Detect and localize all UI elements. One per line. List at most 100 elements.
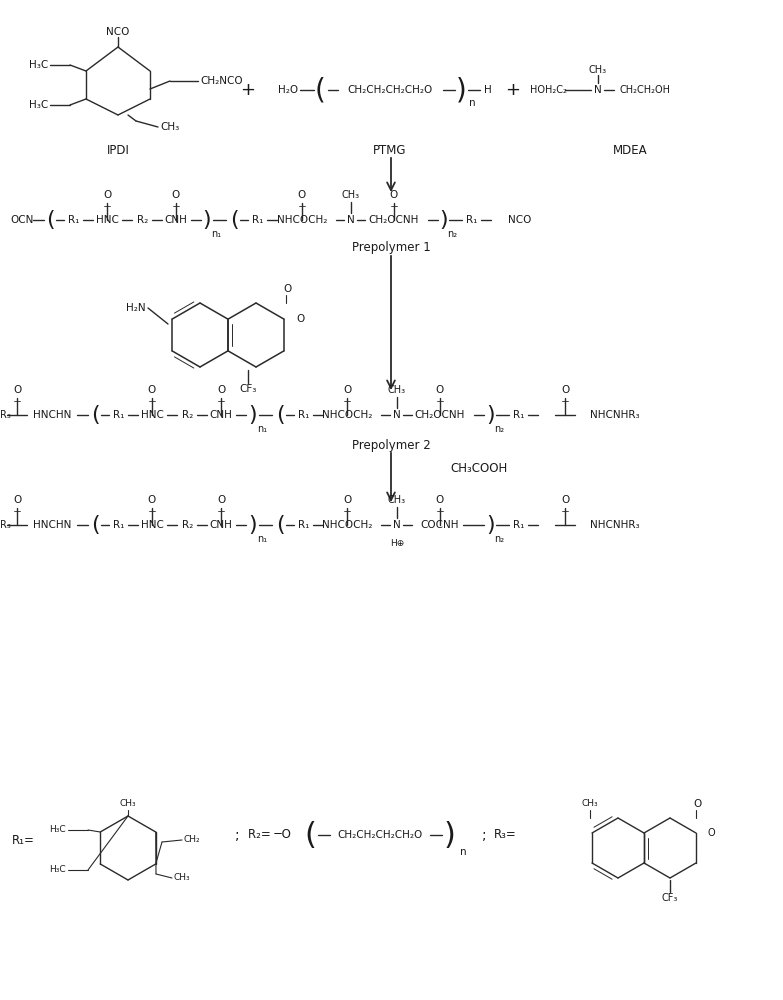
Text: NHCOCH₂: NHCOCH₂ <box>322 520 372 530</box>
Text: n₂: n₂ <box>494 534 504 544</box>
Text: Prepolymer 1: Prepolymer 1 <box>352 241 431 254</box>
Text: CH₃: CH₃ <box>160 122 179 132</box>
Text: O: O <box>172 190 180 200</box>
Text: R₁: R₁ <box>298 520 310 530</box>
Text: n₁: n₁ <box>257 534 267 544</box>
Text: CNH: CNH <box>210 520 233 530</box>
Text: N: N <box>347 215 355 225</box>
Text: +: + <box>506 81 521 99</box>
Text: R₁: R₁ <box>467 215 478 225</box>
Text: O: O <box>561 385 569 395</box>
Text: O: O <box>13 495 21 505</box>
Text: O: O <box>436 495 444 505</box>
Text: O: O <box>103 190 111 200</box>
Text: CNH: CNH <box>210 410 233 420</box>
Text: ;: ; <box>235 828 240 842</box>
Text: OCN: OCN <box>10 215 34 225</box>
Text: HNC: HNC <box>141 410 164 420</box>
Text: O: O <box>13 385 21 395</box>
Text: N: N <box>393 520 401 530</box>
Text: ;: ; <box>482 828 486 842</box>
Text: CH₂: CH₂ <box>184 836 200 844</box>
Text: n₁: n₁ <box>257 424 267 434</box>
Text: HNC: HNC <box>141 520 164 530</box>
Text: HOH₂C₂: HOH₂C₂ <box>530 85 567 95</box>
Text: ): ) <box>203 210 211 230</box>
Text: O: O <box>708 828 716 838</box>
Text: O: O <box>436 385 444 395</box>
Text: R₃: R₃ <box>0 410 11 420</box>
Text: CH₂CH₂CH₂CH₂O: CH₂CH₂CH₂CH₂O <box>348 85 433 95</box>
Text: HNCHN: HNCHN <box>33 520 71 530</box>
Text: N: N <box>594 85 602 95</box>
Text: PTMG: PTMG <box>373 143 406 156</box>
Text: R₃=: R₃= <box>494 828 517 842</box>
Text: H₃C: H₃C <box>49 826 66 834</box>
Text: n₁: n₁ <box>211 229 221 239</box>
Text: HNCHN: HNCHN <box>33 410 71 420</box>
Text: (: ( <box>276 515 284 535</box>
Text: COCNH: COCNH <box>420 520 460 530</box>
Text: H₂N: H₂N <box>126 303 146 313</box>
Text: CH₃: CH₃ <box>342 190 360 200</box>
Text: (: ( <box>45 210 54 230</box>
Text: R₃: R₃ <box>0 520 11 530</box>
Text: NHCOCH₂: NHCOCH₂ <box>322 410 372 420</box>
Text: +: + <box>240 81 255 99</box>
Text: O: O <box>694 799 702 809</box>
Text: H₂O: H₂O <box>278 85 298 95</box>
Text: R₁: R₁ <box>514 520 525 530</box>
Text: ): ) <box>487 405 496 425</box>
Text: ): ) <box>440 210 449 230</box>
Text: R₁: R₁ <box>68 215 80 225</box>
Text: (: ( <box>276 405 284 425</box>
Text: (: ( <box>229 210 238 230</box>
Text: CH₂OCNH: CH₂OCNH <box>415 410 465 420</box>
Text: IPDI: IPDI <box>106 143 129 156</box>
Text: n₂: n₂ <box>447 229 457 239</box>
Text: H₃C: H₃C <box>29 60 48 70</box>
Text: O: O <box>284 284 292 294</box>
Text: O: O <box>148 495 156 505</box>
Text: O: O <box>343 385 351 395</box>
Text: (: ( <box>91 405 99 425</box>
Text: ): ) <box>249 515 258 535</box>
Text: R₁: R₁ <box>114 520 124 530</box>
Text: CF₃: CF₃ <box>662 893 678 903</box>
Text: ): ) <box>444 820 456 850</box>
Text: NHCOCH₂: NHCOCH₂ <box>277 215 327 225</box>
Text: (: ( <box>91 515 99 535</box>
Text: R₂: R₂ <box>137 215 149 225</box>
Text: CH₃: CH₃ <box>589 65 607 75</box>
Text: H₃C: H₃C <box>29 100 48 110</box>
Text: n: n <box>460 847 467 857</box>
Text: CF₃: CF₃ <box>240 384 257 394</box>
Text: CH₂NCO: CH₂NCO <box>200 76 243 86</box>
Text: MDEA: MDEA <box>612 143 648 156</box>
Text: CH₂CH₂CH₂CH₂O: CH₂CH₂CH₂CH₂O <box>337 830 423 840</box>
Text: R₂: R₂ <box>182 410 193 420</box>
Text: ): ) <box>456 76 467 104</box>
Text: O: O <box>217 495 226 505</box>
Text: O: O <box>390 190 398 200</box>
Text: R₁: R₁ <box>252 215 264 225</box>
Text: H₃C: H₃C <box>49 865 66 874</box>
Text: CNH: CNH <box>164 215 187 225</box>
Text: n₂: n₂ <box>494 424 504 434</box>
Text: CH₃: CH₃ <box>388 495 406 505</box>
Text: R₁: R₁ <box>514 410 525 420</box>
Text: O: O <box>148 385 156 395</box>
Text: (: ( <box>304 820 316 850</box>
Text: n: n <box>469 98 475 108</box>
Text: H⊕: H⊕ <box>390 538 404 548</box>
Text: HNC: HNC <box>96 215 118 225</box>
Text: N: N <box>393 410 401 420</box>
Text: R₁: R₁ <box>114 410 124 420</box>
Text: R₂: R₂ <box>182 520 193 530</box>
Text: CH₃: CH₃ <box>120 800 136 808</box>
Text: CH₂OCNH: CH₂OCNH <box>369 215 419 225</box>
Text: CH₂CH₂OH: CH₂CH₂OH <box>620 85 671 95</box>
Text: R₂= ─O: R₂= ─O <box>248 828 290 842</box>
Text: O: O <box>343 495 351 505</box>
Text: O: O <box>217 385 226 395</box>
